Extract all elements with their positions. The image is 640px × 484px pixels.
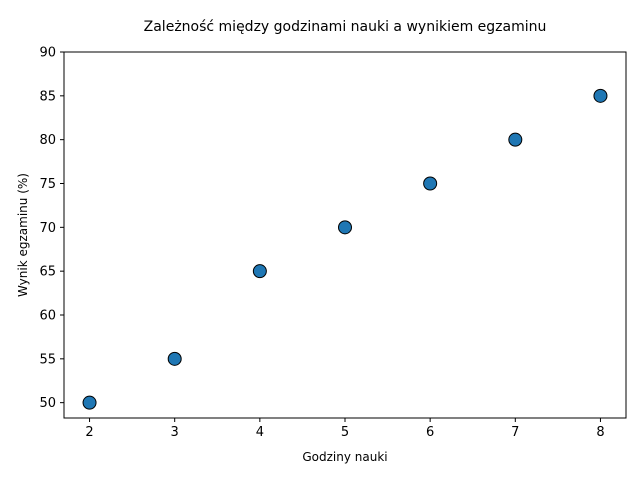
x-tick-label: 7 (511, 425, 519, 440)
data-point (423, 176, 438, 191)
x-tick-label: 2 (85, 425, 93, 440)
x-tick-label: 8 (596, 425, 604, 440)
y-tick-label: 90 (39, 46, 56, 61)
data-point (593, 88, 608, 103)
plot-area: 2 3 4 5 6 7 8 50 55 60 65 70 75 80 85 90 (39, 46, 627, 440)
y-axis-label: Wynik egzaminu (%) (16, 173, 30, 297)
y-tick-label: 70 (39, 221, 56, 236)
x-tick-label: 3 (171, 425, 179, 440)
x-tick-label: 5 (341, 425, 349, 440)
x-tick-label: 6 (426, 425, 434, 440)
data-point (82, 395, 97, 410)
x-tick-label: 4 (256, 425, 264, 440)
data-point (338, 220, 352, 235)
y-tick-label: 65 (39, 265, 56, 280)
chart-title: Zależność między godzinami nauki a wynik… (144, 19, 547, 35)
plot-frame (63, 51, 627, 419)
y-tick-label: 85 (39, 89, 56, 104)
data-point (508, 132, 523, 147)
y-tick-label: 80 (39, 133, 56, 148)
y-tick-label: 50 (39, 396, 56, 411)
data-point (252, 264, 267, 279)
y-tick-label: 75 (39, 177, 56, 192)
y-tick-label: 55 (39, 352, 56, 367)
y-tick-label: 60 (39, 308, 56, 323)
x-axis-label: Godziny nauki (302, 450, 387, 464)
data-point (167, 351, 182, 366)
